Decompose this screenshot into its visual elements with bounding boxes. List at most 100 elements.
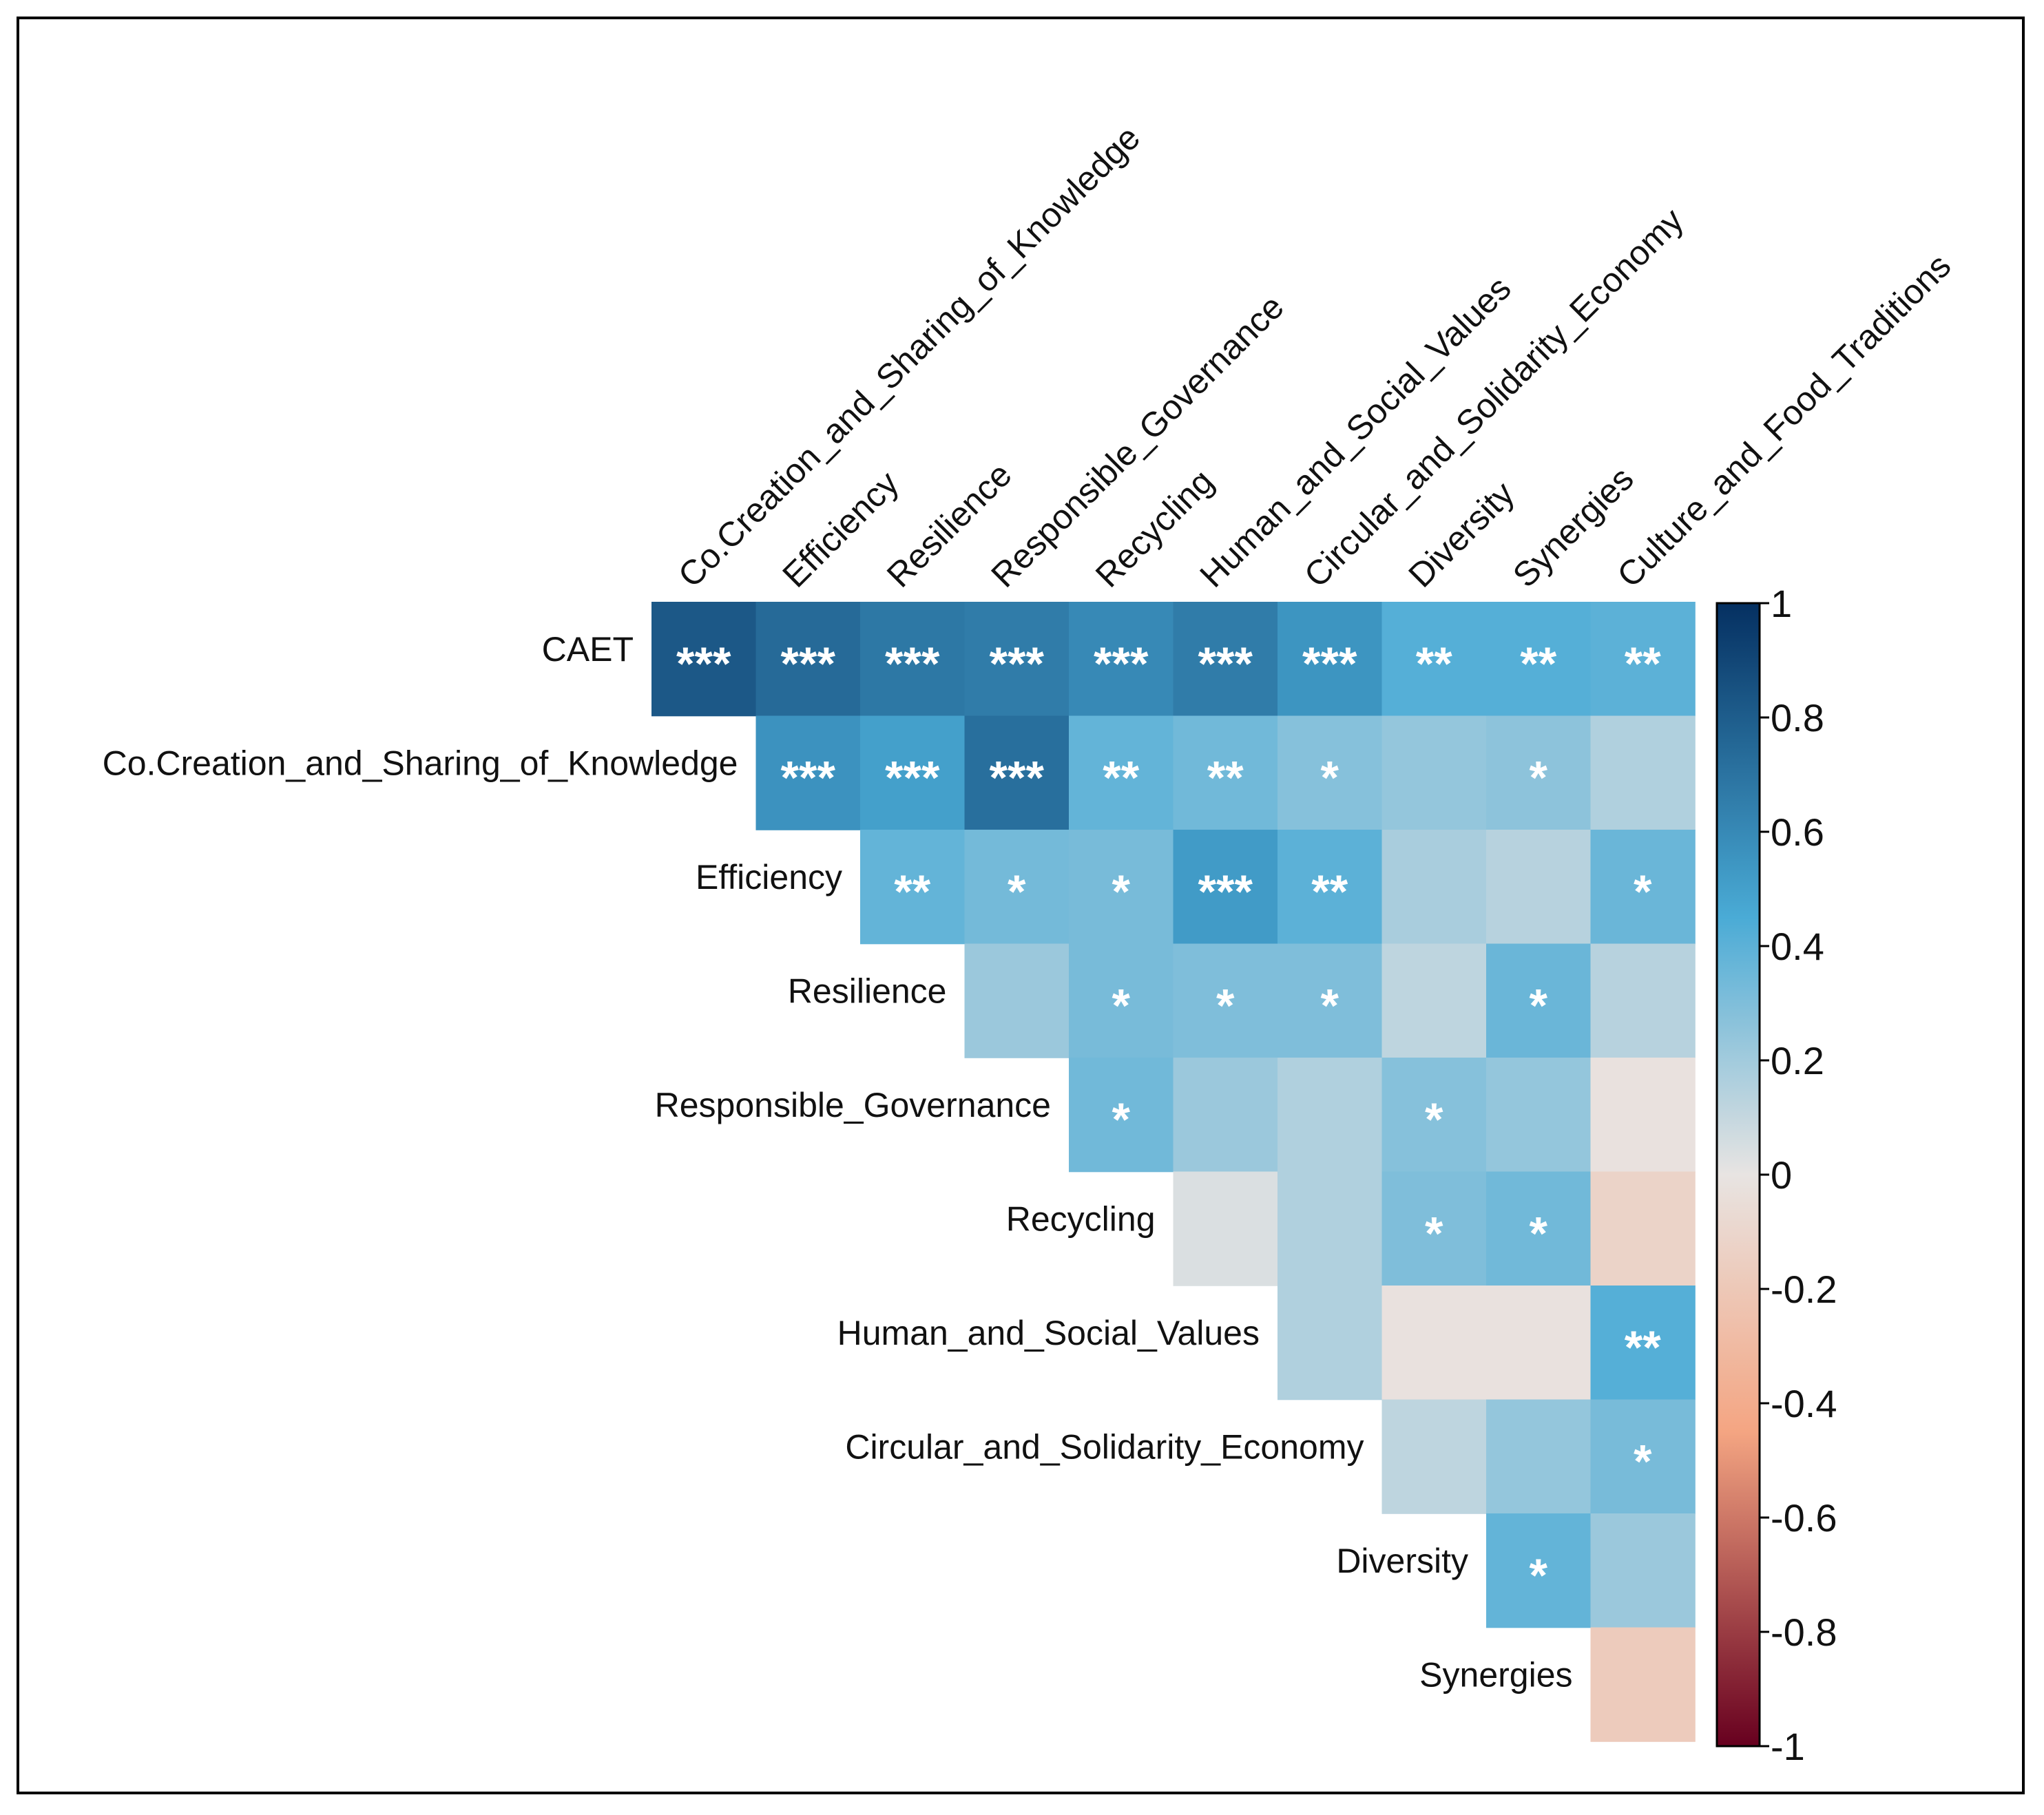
- significance-marker: ***: [1198, 865, 1253, 918]
- heatmap-cell: [1590, 1171, 1696, 1286]
- heatmap-cell: [1486, 1513, 1592, 1628]
- column-label: Circular_and_Solidarity_Economy: [1297, 201, 1691, 595]
- heatmap-cell: [860, 715, 966, 830]
- significance-marker: **: [1625, 638, 1661, 690]
- heatmap-cell: [1590, 1286, 1696, 1400]
- row-label: Human_and_Social_Values: [837, 1314, 1260, 1352]
- heatmap-cell: [1486, 1171, 1592, 1286]
- significance-marker: *: [1530, 751, 1548, 804]
- heatmap-cell: [1590, 602, 1696, 717]
- significance-marker: ***: [990, 751, 1045, 804]
- heatmap-cell: [1590, 943, 1696, 1058]
- significance-marker: *: [1008, 865, 1026, 918]
- heatmap-cell: [1381, 1171, 1487, 1286]
- heatmap-cell: [1381, 1286, 1487, 1400]
- heatmap-cell: [1278, 943, 1383, 1058]
- colorbar-tick-label: -0.6: [1771, 1496, 1837, 1540]
- colorbar-tick-label: -1: [1771, 1725, 1805, 1768]
- heatmap-cell: [1278, 1058, 1383, 1173]
- colorbar-tick-label: 0.4: [1771, 925, 1824, 968]
- heatmap-cell: [1381, 830, 1487, 945]
- column-label: Culture_and_Food_Traditions: [1609, 246, 1958, 595]
- heatmap-cell: [1486, 830, 1592, 945]
- row-label: Responsible_Governance: [655, 1086, 1051, 1124]
- significance-marker: ***: [1302, 638, 1357, 690]
- significance-marker: **: [1207, 751, 1244, 804]
- significance-marker: *: [1112, 865, 1131, 918]
- heatmap-cell: [1381, 1058, 1487, 1173]
- heatmap-cells: [651, 602, 1696, 1742]
- significance-marker: **: [894, 865, 930, 918]
- row-label: Co.Creation_and_Sharing_of_Knowledge: [103, 744, 738, 782]
- significance-marker: *: [1634, 1435, 1652, 1487]
- heatmap-cell: [1381, 1399, 1487, 1514]
- heatmap-cell: [1590, 1513, 1696, 1628]
- heatmap-cell: [1486, 1399, 1592, 1514]
- significance-marker: **: [1520, 638, 1556, 690]
- heatmap-cell: [1069, 943, 1174, 1058]
- heatmap-cell: [1590, 715, 1696, 830]
- significance-marker: *: [1216, 979, 1235, 1031]
- correlation-heatmap: *** *** *** *** *** *** *** ** ** ***** *** *** ** **…: [103, 118, 1959, 1768]
- heatmap-cell: [1173, 943, 1278, 1058]
- heatmap-cell: [1069, 715, 1174, 830]
- row-labels: CAET Co.Creation_and_Sharing_of_Knowledge…: [103, 630, 1573, 1695]
- heatmap-cell: [1381, 715, 1487, 830]
- row-label: Efficiency: [696, 858, 842, 896]
- column-labels: Co.Creation_and_Sharing_of_KnowledgeEffi…: [671, 118, 1959, 595]
- significance-marker: ***: [781, 751, 836, 804]
- significance-marker: ***: [676, 638, 731, 690]
- heatmap-cell: [1486, 943, 1592, 1058]
- row-label: CAET: [542, 630, 634, 669]
- colorbar-gradient: [1716, 602, 1761, 1748]
- row-label: Synergies: [1419, 1655, 1572, 1694]
- row-label: Recycling: [1006, 1199, 1156, 1238]
- significance-marker: *: [1634, 865, 1652, 918]
- significance-markers: *** *** *** *** *** *** *** ** ** ***** *** *** ** **…: [676, 638, 1661, 1602]
- heatmap-cell: [1173, 715, 1278, 830]
- heatmap-cell: [1381, 602, 1487, 717]
- significance-marker: **: [1416, 638, 1452, 690]
- heatmap-cell: [964, 830, 1070, 945]
- significance-marker: **: [1311, 865, 1348, 918]
- heatmap-cell: [964, 943, 1070, 1058]
- colorbar-tick-label: -0.2: [1771, 1268, 1837, 1311]
- colorbar-tick-label: 0.8: [1771, 696, 1824, 739]
- heatmap-cell: [1486, 715, 1592, 830]
- heatmap-cell: [755, 715, 861, 830]
- row-label: Circular_and_Solidarity_Economy: [845, 1427, 1364, 1466]
- heatmap-cell: [1069, 1058, 1174, 1173]
- heatmap-cell: [1278, 715, 1383, 830]
- significance-marker: *: [1112, 1093, 1131, 1146]
- heatmap-cell: [1486, 602, 1592, 717]
- significance-marker: **: [1103, 751, 1139, 804]
- significance-marker: *: [1530, 1549, 1548, 1602]
- heatmap-cell: [860, 602, 966, 717]
- heatmap-cell: [1590, 1627, 1696, 1742]
- colorbar-tick-label: -0.4: [1771, 1382, 1837, 1425]
- heatmap-cell: [1173, 1171, 1278, 1286]
- heatmap-cell: [1278, 1286, 1383, 1400]
- heatmap-cell: [1590, 830, 1696, 945]
- significance-marker: ***: [885, 638, 940, 690]
- row-label: Diversity: [1336, 1542, 1468, 1580]
- heatmap-cell: [1590, 1058, 1696, 1173]
- heatmap-cell: [1069, 602, 1174, 717]
- heatmap-cell: [1173, 830, 1278, 945]
- heatmap-cell: [1069, 830, 1174, 945]
- heatmap-cell: [651, 602, 757, 717]
- significance-marker: *: [1425, 1207, 1443, 1259]
- colorbar-tick-label: 0.2: [1771, 1039, 1824, 1082]
- significance-marker: *: [1530, 979, 1548, 1031]
- heatmap-cell: [964, 602, 1070, 717]
- heatmap-cell: [755, 602, 861, 717]
- heatmap-cell: [1278, 830, 1383, 945]
- heatmap-cell: [1278, 602, 1383, 717]
- figure-frame: *** *** *** *** *** *** *** ** ** ** *** *** *** ** **…: [17, 17, 2025, 1794]
- significance-marker: ***: [781, 638, 836, 690]
- significance-marker: *: [1112, 979, 1131, 1031]
- heatmap-cell: [1173, 1058, 1278, 1173]
- significance-marker: *: [1321, 751, 1339, 804]
- significance-marker: ***: [1094, 638, 1149, 690]
- colorbar: 1 0.8 0.6 0.4 0.2 0 -0.2 -0.4 -0.6 -0.8 -1: [1716, 582, 1837, 1768]
